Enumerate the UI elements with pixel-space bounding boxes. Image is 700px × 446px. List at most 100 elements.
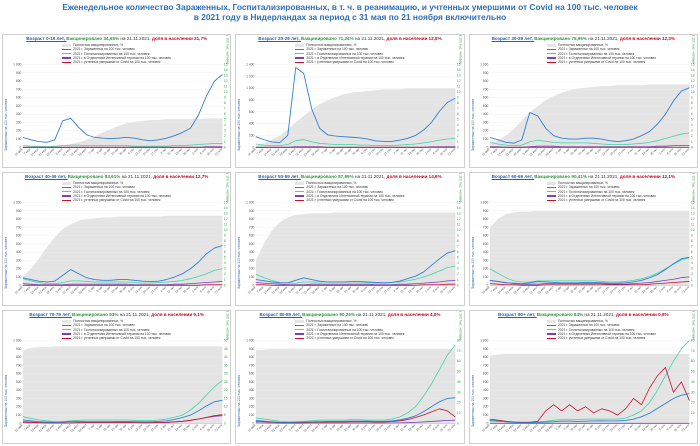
legend-swatch [546,319,556,323]
y-left-tick-label: 700 [16,225,22,229]
y-left-tick-label: 800 [16,79,22,83]
x-tick-label: 27 сен [617,147,627,156]
y-right-tick-label: 15 [691,63,695,67]
panel-svg: 0 100 200 300 400 500 600 700 800 900 1 000 0 5 10 15 2… [13,339,228,433]
y-right-axis-label: Госпит., Реаним., Умерших на 100 тыс. че… [459,173,463,202]
legend-item-hospitalized: 2021 г. Госпитализированных на 100 тыс. … [295,328,404,332]
y-right-tick-label: 20 [457,401,461,405]
x-tick-label: 25 окт [415,147,424,156]
x-tick-label: 26 июл [311,147,321,157]
x-tick-label: 23 авг [110,423,120,433]
x-tick-label: 1 ноя [191,147,199,155]
y-left-tick-label: 500 [483,104,489,108]
x-tick-label: 9 авг [329,147,337,155]
y-right-tick-label: 0 [457,283,459,287]
legend-swatch [546,186,556,189]
legend-item-deaths: 2021 г. учтенных умершими от Covid на 10… [295,198,404,202]
x-tick-label: 28 июн [512,423,522,433]
legend-item-icu: 2021 г. в Отделениях Интенсивной терапии… [546,331,656,336]
x-tick-label: 13 сен [601,285,611,294]
x-tick-label: 8 ноя [666,423,674,431]
x-tick-label: 21 ноя [214,423,224,433]
x-tick-label: 30 авг [352,147,362,157]
y-left-tick-label: 1 000 [247,201,255,205]
x-tick-label: 18 окт [641,285,650,294]
y-right-tick-label: 4 [224,261,226,265]
legend-label: 2021 г. в Отделениях Интенсивной терапии… [73,55,171,60]
y-left-tick-label: 900 [16,71,22,75]
x-tick-label: 16 авг [336,285,346,295]
legend-item-icu: 2021 г. в Отделениях Интенсивной терапии… [546,56,656,60]
x-tick-label: 2 авг [321,285,329,293]
x-tick-label: 21 ноя [680,423,690,433]
y-right-tick-label: 45 [224,347,228,351]
y-right-tick-label: 15 [224,201,228,205]
legend-swatch [295,333,305,335]
y-left-axis-label: Зараженных на 100 тыс. человек [4,99,8,152]
legend-label: 2021 г. Госпитализированных на 100 тыс. … [557,327,635,332]
panel-vaccinated-label: Вакцинировано 90,26% [302,312,357,317]
x-tick-label: 1 ноя [424,423,432,431]
x-tick-label: 14 июн [30,423,40,433]
y-right-axis-label: Госпит., Реаним., Умерших на 100 тыс. че… [692,173,696,202]
x-tick-label: 9 авг [329,423,337,431]
legend-label: 2021 г. Зараженных на 100 тыс. человек [306,185,368,190]
legend-swatch [62,61,72,64]
y-left-axis-label: Зараженных на 100 тыс. человек [4,375,8,428]
x-tick-label: 1 ноя [658,423,666,431]
legend-label: Полностью вакцинированных, % [306,181,357,185]
y-left-tick-label: 700 [16,363,22,367]
y-right-tick-label: 12 [224,217,228,221]
x-tick-label: 20 сен [142,423,152,432]
y-left-tick-label: 400 [16,250,22,254]
y-right-axis-label: Госпит., Реаним., Умерших на 100 тыс. че… [692,35,696,64]
y-right-tick-label: 9 [457,96,459,100]
y-right-tick-label: 9 [691,234,693,238]
legend-label: Полностью вакцинированных, % [557,43,608,47]
legend-label: 2021 г. в Отделениях Интенсивной терапии… [557,331,656,336]
chart-panel: Возраст 20-29 лет, Вакцинировано 71,24% … [235,34,465,168]
y-left-tick-label: 1 000 [247,86,255,90]
y-right-tick-label: 8 [457,101,459,105]
x-tick-label: 20 сен [375,285,385,294]
panel-title: Возраст 90+ лет, Вакцинировано 84% на 21… [470,312,697,317]
y-right-tick-label: 2 [224,134,226,138]
legend: Полностью вакцинированных, % 2021 г. Зара… [62,181,171,202]
y-left-tick-label: 700 [483,225,489,229]
x-tick-label: 1 ноя [191,423,199,431]
y-right-axis-label: Госпит., Реаним., Умерших на 100 тыс. че… [225,173,229,202]
x-tick-label: 23 авг [577,285,587,295]
y-left-tick-label: 800 [249,355,255,359]
x-tick-label: 13 сен [601,423,611,432]
panel-date-label: на 21.11.2021, [354,36,387,41]
x-tick-label: 19 июл [303,147,313,157]
x-tick-label: 25 окт [415,285,424,294]
y-right-tick-label: 10 [457,228,461,232]
y-right-tick-label: 4 [691,261,693,265]
legend-item-infected: 2021 г. Зараженных на 100 тыс. человек [295,185,404,189]
y-right-tick-label: 25 [224,380,228,384]
x-tick-label: 27 сен [383,423,393,432]
x-tick-label: 14 июн [30,147,40,157]
y-left-tick-label: 500 [483,242,489,246]
y-right-tick-label: 7 [691,245,693,249]
legend-label: 2021 г. учтенных умершими от Covid на 10… [306,336,394,341]
y-left-tick-label: 900 [16,347,22,351]
y-right-tick-label: 10 [691,90,695,94]
y-right-tick-label: 15 [691,201,695,205]
y-left-tick-label: 1 000 [247,339,255,343]
y-left-tick-label: 1 000 [480,63,488,67]
legend-label: 2021 г. Госпитализированных на 100 тыс. … [306,189,383,194]
y-left-tick-label: 400 [483,112,489,116]
x-tick-label: 15 ноя [672,147,682,157]
x-tick-label: 13 сен [367,147,377,156]
y-left-tick-label: 700 [483,363,489,367]
y-right-tick-label: 10 [457,90,461,94]
x-tick-label: 30 авг [585,423,595,433]
chart-panel: Возраст 90+ лет, Вакцинировано 84% на 21… [468,310,698,444]
vaccinated-area [489,84,690,148]
y-right-tick-label: 11 [691,223,695,227]
x-tick-label: 9 авг [96,285,104,293]
legend-label: Полностью вакцинированных, % [306,43,357,47]
